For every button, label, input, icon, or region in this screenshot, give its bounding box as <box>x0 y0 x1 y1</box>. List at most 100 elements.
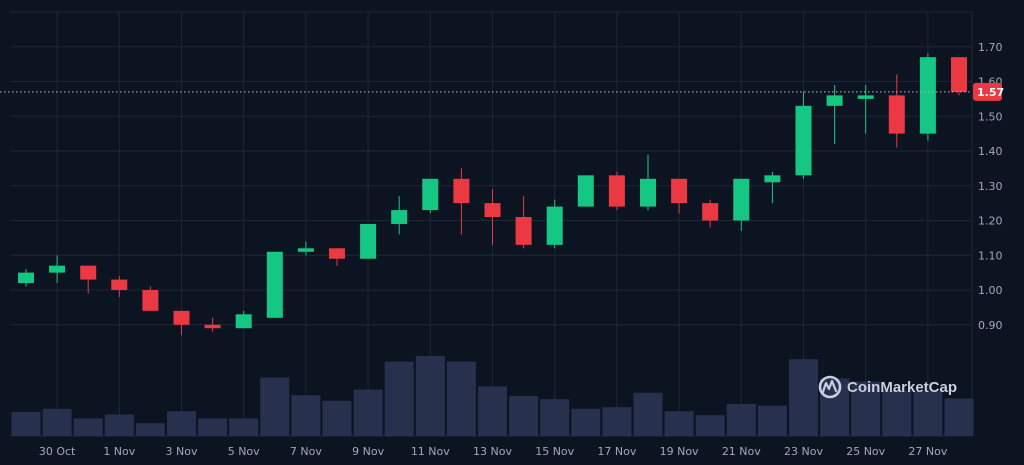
y-tick-label: 0.90 <box>978 319 1003 332</box>
volume-bar <box>260 377 290 436</box>
watermark-text: CoinMarketCap <box>847 379 957 396</box>
volume-bar <box>291 395 321 436</box>
volume-bar <box>322 400 352 436</box>
y-tick-label: 1.10 <box>978 249 1003 262</box>
candle-body <box>764 175 781 183</box>
candle[interactable] <box>888 74 905 148</box>
x-tick-label: 30 Oct <box>39 445 76 458</box>
candle[interactable] <box>640 154 656 211</box>
candle[interactable] <box>857 84 874 134</box>
candle[interactable] <box>826 84 843 145</box>
candle[interactable] <box>173 310 190 336</box>
volume-bar <box>913 391 943 436</box>
volume-bar <box>509 396 539 436</box>
x-tick-label: 17 Nov <box>597 445 636 458</box>
y-tick-label: 1.20 <box>978 215 1003 228</box>
volume-bar <box>353 389 383 436</box>
candle-body <box>515 217 532 245</box>
y-tick-label: 1.40 <box>978 145 1003 158</box>
volume-bar <box>789 359 818 436</box>
candle-body <box>857 95 874 99</box>
candle[interactable] <box>80 265 97 294</box>
x-tick-label: 3 Nov <box>166 445 198 458</box>
volume-bar <box>198 418 228 436</box>
candle[interactable] <box>577 175 594 207</box>
x-tick-label: 11 Nov <box>411 445 450 458</box>
candle[interactable] <box>951 57 967 96</box>
candle[interactable] <box>266 251 283 318</box>
volume-bar <box>11 412 41 436</box>
y-axis: 0.901.001.101.201.301.401.501.601.701.57 <box>973 41 1004 332</box>
volume-bar <box>478 386 507 436</box>
candle-body <box>49 265 66 273</box>
current-price-tag: 1.57 <box>973 82 1004 101</box>
candles <box>18 53 967 336</box>
candle[interactable] <box>422 178 439 214</box>
x-tick-label: 19 Nov <box>660 445 699 458</box>
volume-bar <box>726 404 756 436</box>
candle-body <box>422 178 439 211</box>
candle-body <box>266 251 283 318</box>
candle[interactable] <box>546 199 563 249</box>
candle[interactable] <box>360 223 377 259</box>
volume-bar <box>757 405 787 436</box>
candle-body <box>173 310 190 325</box>
x-tick-label: 27 Nov <box>908 445 947 458</box>
volume-bar <box>571 408 601 436</box>
grid-lines <box>10 11 973 437</box>
candle[interactable] <box>795 91 812 179</box>
candle-body <box>80 265 97 280</box>
volume-bar <box>229 418 259 436</box>
candle[interactable] <box>764 171 781 204</box>
volume-bar <box>167 411 196 436</box>
candle[interactable] <box>671 178 688 214</box>
candle[interactable] <box>608 171 625 211</box>
volume-bar <box>42 408 72 436</box>
x-tick-label: 23 Nov <box>784 445 823 458</box>
candle[interactable] <box>733 178 750 231</box>
x-tick-label: 7 Nov <box>290 445 322 458</box>
candle-body <box>111 279 128 290</box>
candle[interactable] <box>18 269 34 287</box>
candle[interactable] <box>142 286 159 311</box>
x-tick-label: 1 Nov <box>103 445 135 458</box>
candle-body <box>608 175 625 207</box>
x-tick-label: 9 Nov <box>352 445 384 458</box>
candle-body <box>18 272 34 284</box>
candle[interactable] <box>484 189 501 245</box>
candle[interactable] <box>235 310 252 329</box>
candle-body <box>360 223 377 259</box>
coinmarketcap-watermark: CoinMarketCap <box>818 375 957 399</box>
y-tick-label: 1.70 <box>978 41 1003 54</box>
candle[interactable] <box>702 199 719 228</box>
candle-body <box>919 57 936 134</box>
candle[interactable] <box>515 196 532 249</box>
candle-body <box>888 95 905 134</box>
y-tick-label: 1.00 <box>978 284 1003 297</box>
candle[interactable] <box>919 53 936 141</box>
x-tick-label: 5 Nov <box>228 445 260 458</box>
volume-bar <box>602 407 632 436</box>
current-price-tag-text: 1.57 <box>977 86 1004 99</box>
volume-bar <box>73 418 103 436</box>
candle-body <box>453 178 470 204</box>
candle[interactable] <box>49 255 66 284</box>
candle-body <box>577 175 594 207</box>
candle[interactable] <box>329 248 345 266</box>
volume-bar <box>633 392 663 436</box>
coinmarketcap-logo-icon <box>818 375 842 399</box>
candle[interactable] <box>297 241 314 256</box>
candle-body <box>391 210 408 224</box>
volume-bar <box>104 414 134 436</box>
candle[interactable] <box>204 317 221 332</box>
candle-body <box>235 314 252 329</box>
y-tick-label: 1.30 <box>978 180 1003 193</box>
volume-bar <box>384 361 414 436</box>
candle-body <box>733 178 750 221</box>
candle[interactable] <box>391 196 408 235</box>
x-tick-label: 21 Nov <box>722 445 761 458</box>
candle-body <box>484 203 501 218</box>
candle[interactable] <box>453 168 470 235</box>
candle[interactable] <box>111 276 128 297</box>
